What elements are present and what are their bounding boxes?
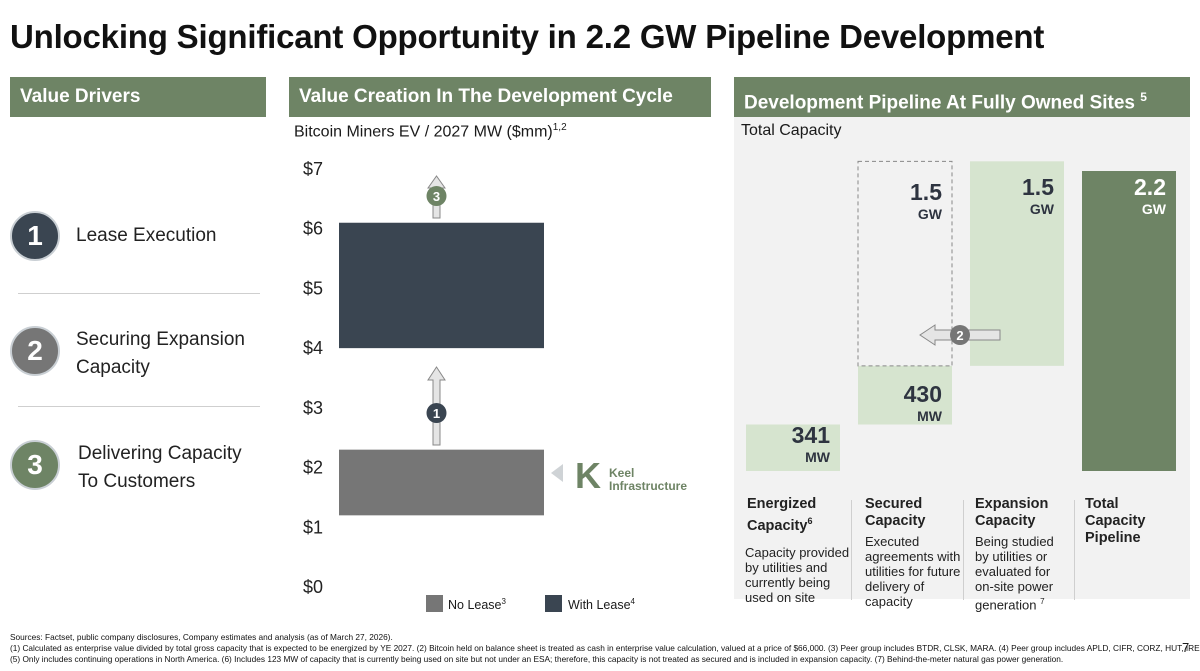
pipeline-bar-value: 1.5 [910,179,942,205]
legend-label-with-lease: With Lease4 [568,597,635,613]
col-energized: Energized Capacity6 Capacity provided by u… [745,496,850,605]
footnote-sources: Sources: Factset, public company disclos… [10,632,393,642]
badge-3 [426,186,447,206]
driver-label-1: Lease Execution [76,225,217,246]
pipeline-bar-5 [1082,171,1176,471]
page-number: 7 [1182,640,1190,655]
col-divider [1074,500,1075,600]
keel-logo-line2: Infrastructure [609,479,688,493]
pipeline-bar-3 [857,160,953,367]
pipeline-bar-unit: GW [1030,201,1055,217]
y-tick-label: $7 [303,159,323,179]
keel-logo-line1: Keel [609,466,635,480]
pipeline-bar-value: 341 [792,422,831,448]
keel-logo: K Keel Infrastructure [575,458,705,498]
keel-logo-mark: K [575,455,601,496]
driver-label-2: Securing Expansion Capacity [76,329,245,378]
y-tick-label: $3 [303,398,323,418]
pipeline-bar-1 [746,424,840,471]
pipeline-bar-2 [858,365,952,425]
divider [18,293,260,294]
bar-with-lease [339,222,544,349]
col-total: Total Capacity Pipeline [1085,496,1146,546]
pipeline-subtitle: Total Capacity [741,122,842,139]
driver-badge-2: 2 [10,326,60,376]
legend-swatch-with-lease [545,595,562,612]
y-tick-label: $5 [303,278,323,298]
pipeline-bar-value: 1.5 [1022,174,1054,200]
pipeline-bar-unit: MW [805,449,831,465]
badge-2 [950,325,970,345]
value-drivers-header: Value Drivers [10,77,266,117]
pipeline-bar-value: 430 [904,381,942,407]
col-expansion: Expansion Capacity Being studied by utilit… [975,496,1054,613]
y-tick-label: $4 [303,338,323,358]
pipeline-bar-unit: GW [1142,201,1167,217]
col-divider [851,500,852,600]
chart-subtitle: Bitcoin Miners EV / 2027 MW ($mm)1,2 [294,122,567,141]
driver-badge-3: 3 [10,440,60,490]
y-tick-label: $0 [303,577,323,597]
legend-label-no-lease: No Lease3 [448,597,506,613]
logo-pointer [551,464,563,482]
footnote-line-1: (1) Calculated as enterprise value divid… [10,643,1200,653]
pipeline-bar-unit: GW [918,206,943,222]
legend-swatch-no-lease [426,595,443,612]
divider [18,406,260,407]
driver-label-3: Delivering Capacity To Customers [78,443,242,492]
col-divider [963,500,964,600]
value-creation-header: Value Creation In The Development Cycle [289,77,711,117]
pipeline-bar-value: 2.2 [1134,174,1166,200]
y-tick-label: $1 [303,517,323,537]
badge-1-text: 1 [433,406,440,421]
badge-3-text: 3 [433,189,440,204]
col-secured: Secured Capacity Executed agreements with u… [865,496,961,609]
driver-badge-1: 1 [10,211,60,261]
y-tick-label: $2 [303,458,323,478]
ev-chart: $0 $1 $2 $3 $4 $5 $6 $7 3 1 [303,159,563,597]
up-arrow-3: 3 [426,175,447,219]
y-tick-label: $6 [303,219,323,239]
footnote-line-2: (5) Only includes continuing operations … [10,654,1064,664]
pipeline-bar-unit: MW [917,408,943,424]
pipeline-header: Development Pipeline At Fully Owned Site… [734,77,1190,117]
up-arrow-1: 1 [426,366,447,446]
badge-2-text: 2 [956,328,963,343]
left-arrow-2: 2 [919,324,1001,346]
page-title: Unlocking Significant Opportunity in 2.2… [10,18,1045,55]
bar-no-lease [339,449,544,516]
badge-1 [426,403,447,423]
